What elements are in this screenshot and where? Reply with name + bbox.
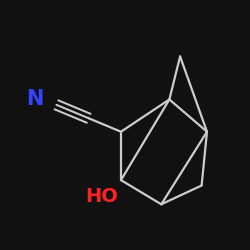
Text: HO: HO	[86, 187, 118, 206]
Text: N: N	[26, 90, 44, 110]
